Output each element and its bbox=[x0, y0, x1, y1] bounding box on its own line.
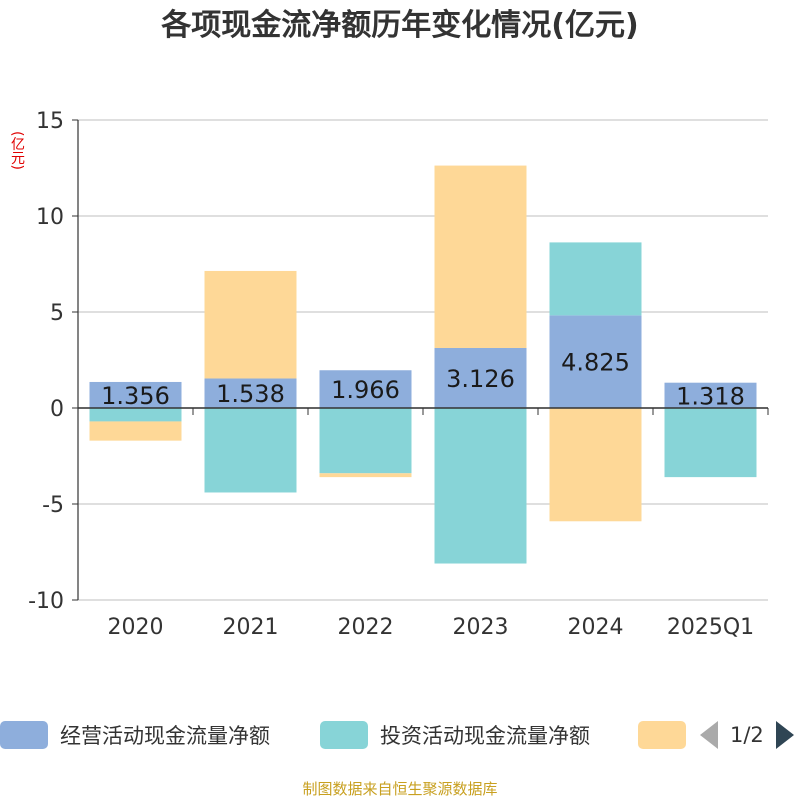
legend: 经营活动现金流量净额 投资活动现金流量净额 1/2 bbox=[0, 716, 800, 752]
bar-financing-2024 bbox=[549, 408, 642, 522]
data-label-2022: 1.966 bbox=[331, 376, 400, 404]
x-tick-label: 2024 bbox=[568, 615, 624, 640]
legend-label-investing: 投资活动现金流量净额 bbox=[380, 724, 590, 748]
bar-investing-2021 bbox=[204, 408, 297, 493]
bar-investing-2024 bbox=[549, 242, 642, 316]
bar-chart: 15 10 5 0 -5 -10 2020 2021 2022 2023 2024 2025Q1 1.… bbox=[28, 109, 769, 640]
legend-page-indicator: 1/2 bbox=[730, 723, 764, 747]
y-axis-unit: (亿元) bbox=[9, 130, 25, 170]
x-tick-label: 2025Q1 bbox=[667, 615, 754, 640]
bar-financing-2023 bbox=[434, 165, 527, 348]
bar-financing-2020 bbox=[89, 421, 182, 441]
legend-item-investing[interactable]: 投资活动现金流量净额 bbox=[320, 720, 590, 750]
bar-operating-2023 bbox=[434, 347, 527, 408]
data-label-2023: 3.126 bbox=[446, 365, 515, 393]
data-source-note: 制图数据来自恒生聚源数据库 bbox=[302, 780, 498, 798]
legend-item-operating[interactable]: 经营活动现金流量净额 bbox=[0, 720, 270, 750]
x-tick-label: 2023 bbox=[453, 615, 509, 640]
chart-title: 各项现金流净额历年变化情况(亿元) bbox=[161, 8, 639, 43]
legend-pager: 1/2 bbox=[700, 720, 794, 750]
data-label-2025Q1: 1.318 bbox=[676, 382, 745, 410]
bar-investing-2025Q1 bbox=[664, 408, 757, 478]
x-tick-label: 2022 bbox=[338, 615, 394, 640]
bar-financing-2021 bbox=[204, 270, 297, 379]
data-label-2024: 4.825 bbox=[561, 349, 630, 377]
bar-investing-2022 bbox=[319, 408, 412, 474]
bar-operating-2024 bbox=[549, 315, 642, 408]
data-label-2021: 1.538 bbox=[216, 380, 285, 408]
y-tick-label: 15 bbox=[36, 109, 64, 134]
bar-financing-2022 bbox=[319, 473, 412, 478]
legend-label-operating: 经营活动现金流量净额 bbox=[60, 724, 270, 748]
data-label-2020: 1.356 bbox=[101, 382, 170, 410]
legend-swatch-investing bbox=[320, 721, 368, 749]
legend-swatch-operating bbox=[0, 721, 48, 749]
bar-operating-2025Q1 bbox=[664, 382, 757, 408]
bar-operating-2022 bbox=[319, 370, 412, 408]
bar-investing-2020 bbox=[89, 408, 182, 422]
prev-page-arrow-icon[interactable] bbox=[700, 721, 718, 749]
y-tick-label: 10 bbox=[36, 205, 64, 230]
bars bbox=[89, 165, 757, 564]
legend-item-financing[interactable] bbox=[638, 720, 698, 750]
axes: 15 10 5 0 -5 -10 2020 2021 2022 2023 2024 2025Q1 bbox=[28, 109, 769, 640]
legend-swatch-financing bbox=[638, 721, 686, 749]
x-tick-label: 2021 bbox=[223, 615, 279, 640]
y-tick-label: 0 bbox=[50, 397, 64, 422]
y-tick-label: -10 bbox=[28, 589, 64, 614]
bar-investing-2023 bbox=[434, 408, 527, 564]
x-tick-label: 2020 bbox=[108, 615, 164, 640]
y-tick-label: 5 bbox=[50, 301, 64, 326]
bar-operating-2021 bbox=[204, 378, 297, 408]
data-labels: 1.356 1.538 1.966 3.126 4.825 1.318 bbox=[101, 349, 745, 411]
grid-lines bbox=[78, 119, 768, 601]
bar-operating-2020 bbox=[89, 381, 182, 408]
next-page-arrow-icon[interactable] bbox=[775, 721, 794, 749]
y-tick-label: -5 bbox=[42, 493, 64, 518]
